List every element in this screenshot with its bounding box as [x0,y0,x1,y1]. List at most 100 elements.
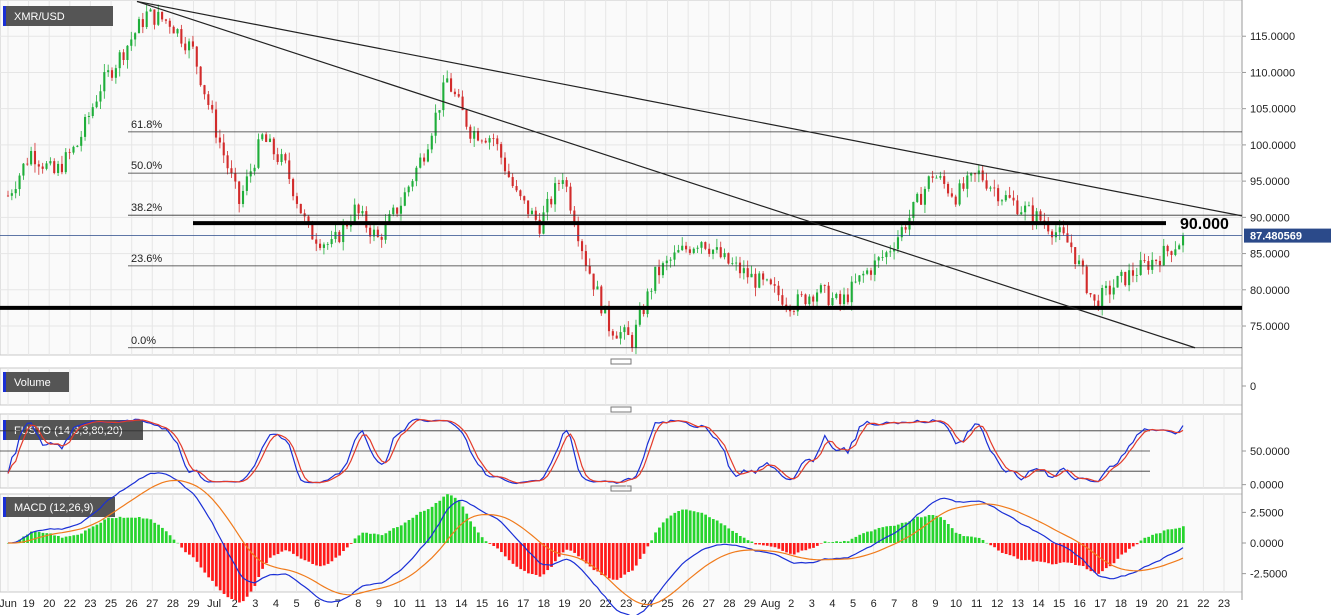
candle-body [607,305,611,332]
macd-hist-bar [95,524,99,543]
macd-hist-bar [557,543,561,557]
candle-body [1155,259,1158,261]
macd-hist-bar [110,518,114,543]
macd-hist-bar [943,519,946,543]
macd-hist-bar [496,543,499,549]
candle-body [754,273,757,288]
macd-hist-bar [214,543,218,587]
macd-hist-bar [896,524,900,543]
macd-hist-bar [326,543,330,564]
candle-body [685,245,688,250]
candle-body [1012,197,1015,201]
candle-body [958,183,961,205]
candle-body [1077,260,1081,265]
macd-hist-bar [1047,543,1050,564]
candle-body [118,52,121,69]
candle-body [230,168,233,174]
candle-body [107,70,110,73]
candle-body [338,231,341,243]
candle-body [785,304,788,307]
macd-hist-bar [426,509,430,543]
x-tick-label: 23 [84,598,96,610]
macd-hist-bar [885,526,889,543]
candle-body [1181,235,1185,246]
macd-hist-bar [1131,543,1135,547]
candle-body [719,247,722,258]
candle-body [750,273,753,278]
macd-hist-bar [1135,543,1139,545]
candle-body [631,334,634,348]
candle-body [623,327,626,333]
x-tick-label: 14 [1032,598,1044,610]
macd-hist-bar [280,543,284,552]
macd-hist-bar [1027,543,1031,560]
macd-hist-bar [866,531,869,543]
macd-hist-bar [211,543,214,581]
x-tick-label: 3 [809,598,815,610]
macd-hist-bar [68,536,72,543]
candle-body [357,204,360,214]
candle-body [573,210,576,226]
candle-body [226,155,229,169]
candle-body [419,157,422,168]
candle-body [484,140,487,143]
macd-hist-bar [654,532,657,543]
x-tick-label: 16 [1074,598,1086,610]
macd-hist-bar [515,543,519,567]
macd-hist-bar [230,543,234,599]
candle-body [76,145,79,147]
candle-body [765,279,769,281]
candle-body [546,198,549,213]
macd-hist-bar [284,543,288,551]
macd-hist-bar [719,523,723,543]
macd-hist-bar [634,543,638,566]
x-tick-label: 25 [661,598,673,610]
macd-hist-bar [241,543,245,602]
candle-body [68,152,71,153]
candle-body [384,222,387,240]
candle-body [207,94,210,105]
candle-body [989,187,992,189]
macd-hist-bar [1170,529,1174,543]
macd-hist-bar [484,541,488,543]
candle-body [804,294,807,305]
candle-body [1066,233,1069,243]
macd-hist-bar [164,531,168,543]
candle-body [10,193,13,196]
macd-hist-bar [1128,543,1131,549]
candle-body [57,163,60,173]
macd-hist-bar [600,543,603,576]
macd-hist-bar [76,534,80,543]
candle-body [488,138,491,143]
candle-body [1151,259,1154,270]
macd-hist-bar [396,527,399,543]
candle-body [199,66,202,86]
candle-body [80,136,83,146]
y-tick-label: 110.0000 [1250,67,1295,79]
candle-body [819,285,822,293]
candle-body [1116,275,1119,288]
candle-body [500,144,503,158]
macd-hist-bar [461,506,465,543]
macd-hist-bar [199,543,203,568]
candle-body [1024,205,1027,213]
macd-hist-bar [1155,533,1158,543]
macd-hist-bar [99,522,103,543]
macd-hist-bar [1043,543,1047,563]
macd-hist-bar [465,513,469,543]
macd-hist-bar [141,518,145,543]
candle-body [738,262,742,274]
candle-body [1158,260,1161,266]
y-tick-label: 50.0000 [1250,446,1290,458]
macd-hist-bar [846,541,850,543]
macd-hist-bar [357,535,361,543]
candle-body [515,186,518,191]
y-tick-label: 95.0000 [1250,176,1290,188]
candle-body [438,110,441,113]
macd-hist-bar [723,525,727,543]
candle-body [342,223,345,243]
candle-body [1016,200,1019,215]
candle-body [723,253,726,258]
